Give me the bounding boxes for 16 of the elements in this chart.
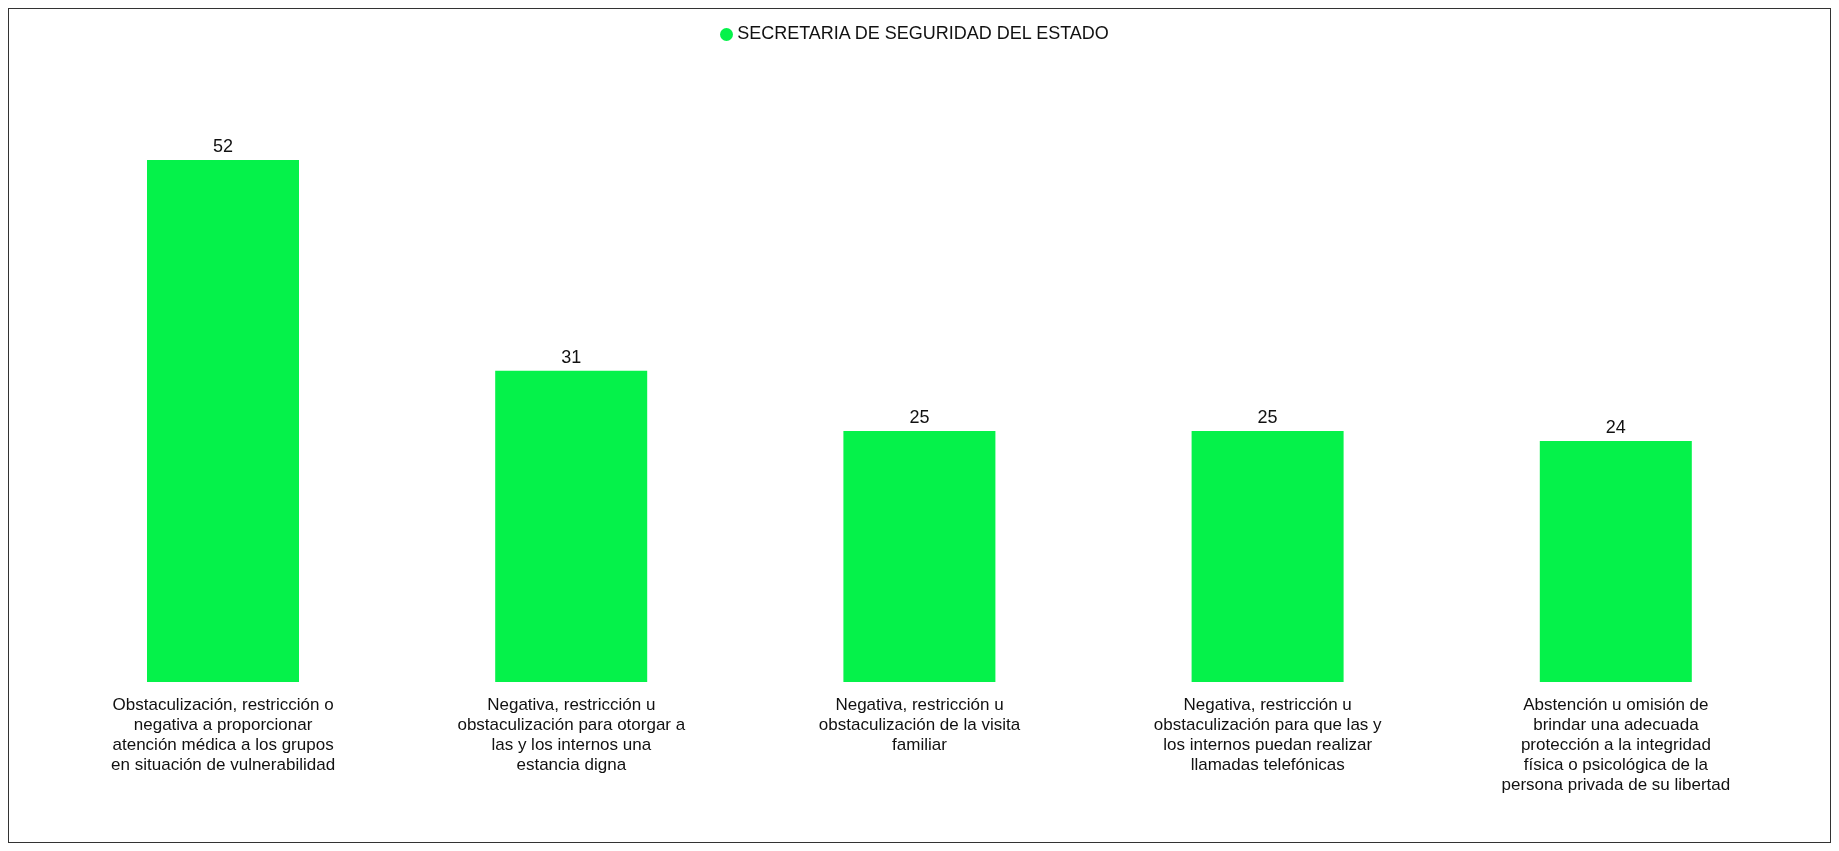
x-tick-label: Abstención u omisión de brindar una adecuada protección a la integridad física o psicológica de la persona privada de su libertad (1501, 695, 1731, 794)
data-label: 52 (212, 136, 234, 156)
bar (147, 160, 299, 682)
bar (1191, 431, 1344, 682)
x-tick-label: Negativa, restricción u obstaculización para otorgar a las y los internos una estancia digna (457, 695, 686, 774)
x-tick-label: Negativa, restricción u obstaculización de la visita familiar (818, 695, 1021, 754)
data-label: 25 (909, 407, 930, 428)
data-label: 31 (561, 346, 582, 367)
x-tick-label: Negativa, restricción u obstaculización para que las y los internos puedan realizar llamadas telefónicas (1153, 695, 1383, 774)
bar (495, 370, 648, 682)
bar (1539, 441, 1692, 682)
data-label: 25 (1257, 407, 1278, 428)
legend-label: SECRETARIA DE SEGURIDAD DEL ESTADO (737, 23, 1109, 43)
data-label: 24 (1605, 417, 1626, 438)
x-tick-label: Obstaculización, restricción o negativa a proporcionar atención médica a los grupos en situación de vulnerabilidad (111, 695, 336, 774)
bar (843, 431, 996, 682)
